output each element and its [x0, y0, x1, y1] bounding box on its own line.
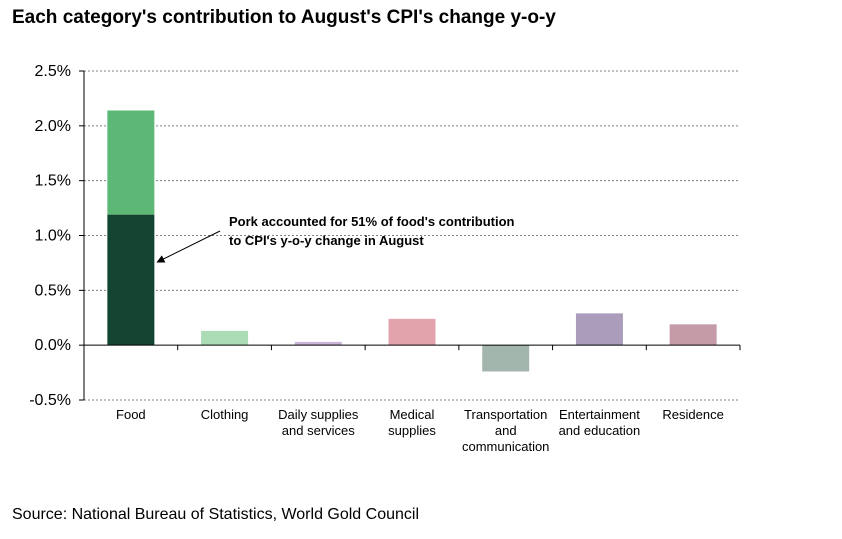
x-tick-label-line: Clothing: [201, 407, 249, 422]
x-tick-label-line: and services: [282, 423, 355, 438]
labels: -0.5% 0.0% 0.5% 1.0% 1.5% 2.0% 2.5% Food Clothin…: [29, 63, 724, 454]
source-note: Source: National Bureau of Statistics, W…: [12, 506, 420, 523]
bar-food-pork: [107, 214, 155, 346]
y-tick-label: 1.5%: [35, 173, 71, 190]
axes: [79, 70, 741, 401]
x-tick-label: Entertainment and education: [559, 407, 641, 438]
y-tick-label: -0.5%: [29, 392, 71, 409]
annotation-line: to CPI's y-o-y change in August: [229, 233, 424, 248]
x-tick-label-line: communication: [462, 439, 549, 454]
x-tick-label: Clothing: [201, 407, 249, 422]
annotation-arrow: [156, 230, 221, 263]
bar-1: [201, 330, 249, 346]
x-tick-label-line: Entertainment: [559, 407, 640, 422]
x-tick-label-line: Food: [116, 407, 146, 422]
chart-title: Each category's contribution to August's…: [12, 7, 556, 28]
y-tick-label: 2.5%: [35, 63, 71, 80]
x-tick-label-line: and education: [559, 423, 641, 438]
y-tick-label: 1.0%: [35, 228, 71, 245]
annotation: Pork accounted for 51% of food's contrib…: [156, 214, 515, 263]
gridlines: [84, 70, 740, 401]
x-tick-label: Residence: [662, 407, 723, 422]
bar-3: [388, 318, 436, 346]
x-tick-label-line: and: [495, 423, 517, 438]
bar-6: [669, 324, 717, 346]
x-tick-label-line: Daily supplies: [278, 407, 359, 422]
x-tick-label-line: Medical: [390, 407, 435, 422]
x-tick-label: Transportation and communication: [462, 407, 549, 454]
x-tick-label-line: supplies: [388, 423, 436, 438]
y-tick-label: 2.0%: [35, 118, 71, 135]
bar-5: [575, 313, 623, 346]
bar-2: [294, 341, 342, 346]
bar-4: [482, 345, 530, 372]
y-tick-label: 0.0%: [35, 337, 71, 354]
x-tick-label: Medical supplies: [388, 407, 436, 438]
y-tick-label: 0.5%: [35, 282, 71, 299]
annotation-text: Pork accounted for 51% of food's contrib…: [229, 214, 515, 248]
x-tick-label: Food: [116, 407, 146, 422]
bars: [107, 110, 717, 372]
bar-food-other: [107, 110, 155, 215]
annotation-line: Pork accounted for 51% of food's contrib…: [229, 214, 515, 229]
x-tick-label-line: Residence: [662, 407, 723, 422]
x-tick-label-line: Transportation: [464, 407, 547, 422]
x-tick-label: Daily supplies and services: [278, 407, 359, 438]
